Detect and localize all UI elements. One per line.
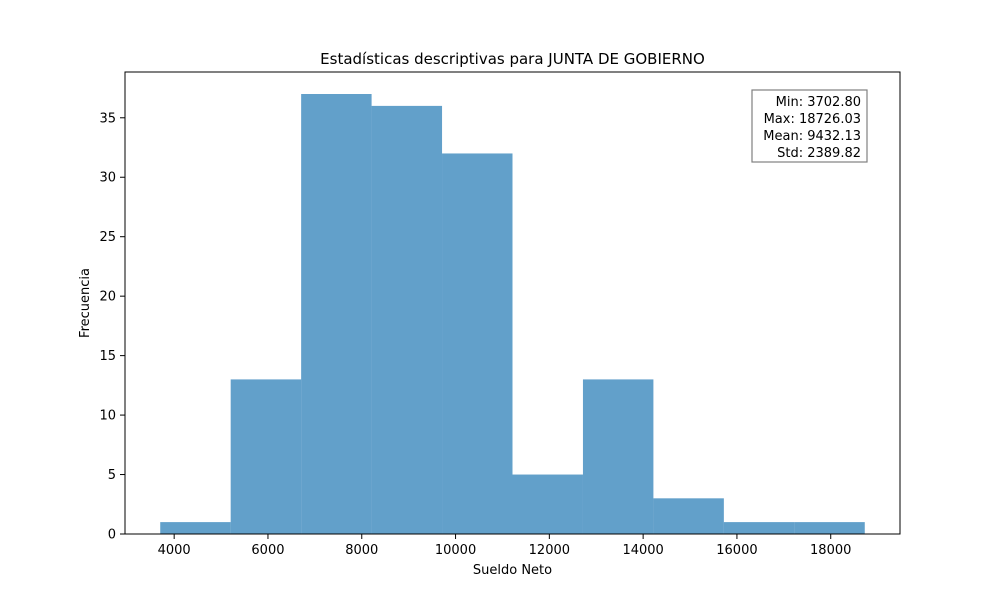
x-tick-label: 16000 [716, 543, 757, 558]
histogram-bar [230, 379, 302, 534]
y-axis-label: Frecuencia [78, 268, 93, 338]
histogram-bar [582, 379, 654, 534]
x-tick-label: 12000 [529, 543, 570, 558]
stats-mean: Mean: 9432.13 [763, 129, 861, 144]
histogram-bar [512, 474, 583, 534]
chart-title: Estadísticas descriptivas para JUNTA DE … [320, 50, 705, 68]
plot-frame [124, 71, 901, 535]
x-tick-label: 18000 [810, 543, 851, 558]
stats-min: Min: 3702.80 [776, 95, 861, 110]
bars-layer [160, 94, 865, 534]
x-axis-ticks: 4000 6000 8000 10000 12000 14000 16000 18000 [158, 534, 851, 558]
histogram-bar [371, 105, 443, 534]
y-tick-label: 20 [99, 290, 116, 305]
histogram-bar [442, 153, 513, 534]
stats-box-frame [751, 89, 868, 163]
y-tick-label: 10 [99, 409, 116, 424]
y-tick-label: 5 [108, 468, 116, 483]
stats-max: Max: 18726.03 [764, 112, 861, 127]
stats-std: Std: 2389.82 [777, 146, 861, 161]
x-tick-label: 10000 [435, 543, 476, 558]
histogram-bar [723, 522, 795, 534]
y-axis-ticks: 0 5 10 15 20 25 30 35 [99, 111, 125, 543]
histogram-bar [301, 94, 372, 534]
y-tick-label: 35 [99, 111, 116, 126]
histogram-bar [160, 522, 231, 534]
histogram-bar [794, 522, 865, 534]
y-tick-label: 0 [108, 528, 116, 543]
y-tick-label: 15 [99, 349, 116, 364]
x-tick-label: 8000 [345, 543, 378, 558]
y-tick-label: 30 [99, 171, 116, 186]
histogram-bar [653, 498, 724, 534]
x-tick-label: 4000 [158, 543, 191, 558]
stats-box: Min: 3702.80 Max: 18726.03 Mean: 9432.13… [751, 89, 868, 163]
x-tick-label: 14000 [622, 543, 663, 558]
x-axis-label: Sueldo Neto [473, 563, 552, 578]
x-tick-label: 6000 [251, 543, 284, 558]
y-tick-label: 25 [99, 230, 116, 245]
